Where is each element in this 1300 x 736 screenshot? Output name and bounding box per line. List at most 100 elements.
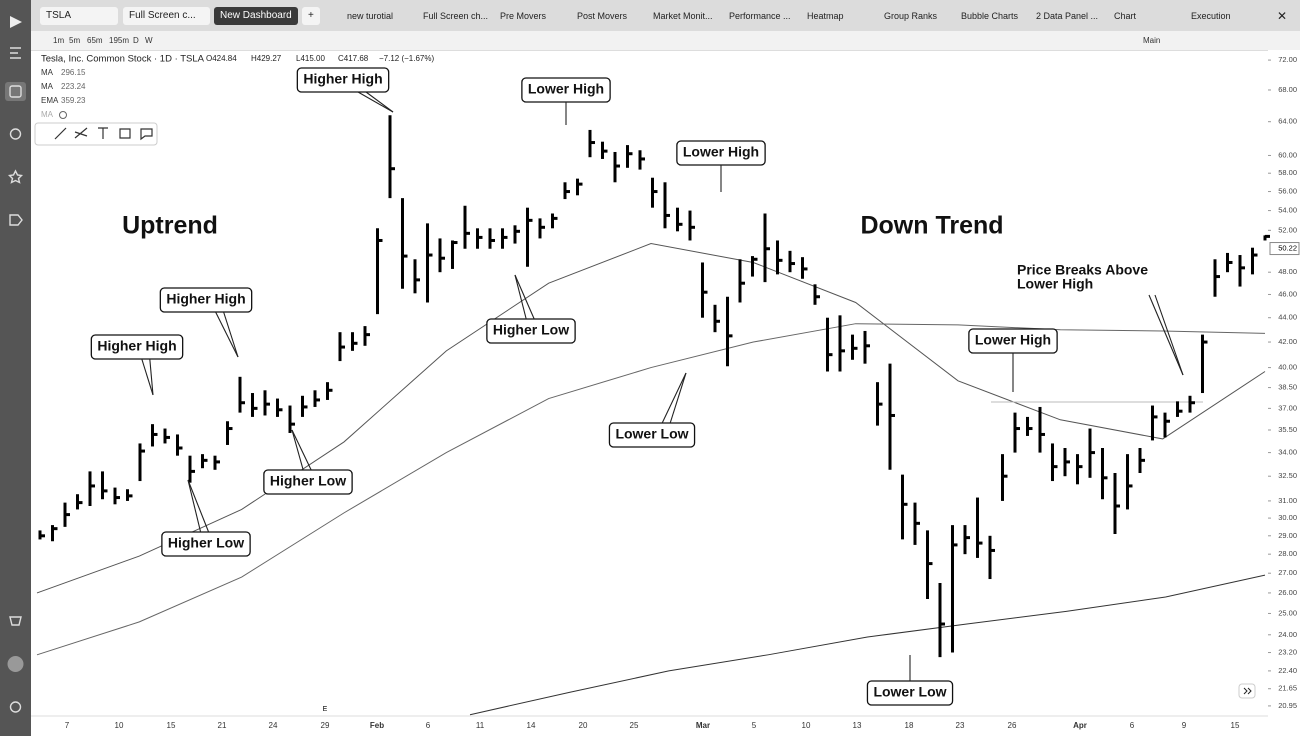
x-tick-label: 15: [167, 721, 176, 730]
callout-text: Price Breaks Above: [1017, 262, 1148, 278]
tab[interactable]: new turotial: [347, 11, 394, 21]
tab[interactable]: TSLA: [40, 7, 118, 25]
quote-value: −7.12 (−1.67%): [379, 54, 434, 63]
drawing-tool[interactable]: [140, 128, 153, 141]
callout-text: Lower High: [528, 81, 604, 97]
indicator-name: MA: [41, 82, 54, 91]
y-tick-label: 58.00: [1278, 168, 1297, 177]
tab[interactable]: Chart: [1114, 11, 1137, 21]
tab[interactable]: Full Screen ch...: [423, 11, 489, 21]
x-tick-label: 24: [269, 721, 278, 730]
chart-icon-active[interactable]: [5, 82, 26, 101]
y-tick-label: 30.00: [1278, 513, 1297, 522]
y-tick-label: 34.00: [1278, 448, 1297, 457]
indicator-value: 223.24: [61, 82, 86, 91]
close-button[interactable]: ✕: [1277, 9, 1288, 23]
layout-selector[interactable]: Main: [1143, 36, 1161, 45]
toolbar: 1m 5m 65m 195m D W Main: [31, 31, 1300, 51]
callout-arrow: [141, 358, 154, 396]
scroll-icon[interactable]: [1243, 687, 1252, 695]
tab[interactable]: New Dashboard: [214, 7, 298, 25]
tab[interactable]: Group Ranks: [884, 11, 938, 21]
tab[interactable]: Bubble Charts: [961, 11, 1019, 21]
timeframe-button[interactable]: 5m: [69, 36, 81, 45]
callout-box: [90, 334, 184, 360]
scanner-icon[interactable]: [9, 128, 22, 140]
callout-text: Lower High: [683, 144, 759, 160]
callout: Higher Low: [161, 531, 251, 557]
x-tick-label: 7: [65, 721, 70, 730]
x-tick-label: Apr: [1073, 721, 1087, 730]
quote-value: C417.68: [338, 54, 369, 63]
drawing-tool[interactable]: [54, 127, 67, 140]
callout-box: [161, 531, 251, 557]
tab[interactable]: Performance ...: [729, 11, 791, 21]
help-icon[interactable]: [9, 701, 22, 713]
y-tick-label: 72.00: [1278, 55, 1297, 64]
callout-arrow: [223, 311, 239, 358]
callout-text: Higher Low: [168, 535, 244, 551]
timeframe-button[interactable]: 1m: [53, 36, 65, 45]
indicator-value: 359.23: [61, 96, 86, 105]
x-tick-label: 25: [630, 721, 639, 730]
tab-bar: TSLA Full Screen c... New Dashboard new tur…: [31, 0, 1300, 31]
y-tick-label: 25.00: [1278, 608, 1297, 617]
trade-icon[interactable]: [9, 214, 23, 226]
drawing-toolbar: [34, 122, 158, 146]
drawing-tool[interactable]: [74, 127, 88, 139]
watchlist-icon[interactable]: [7, 169, 24, 184]
x-tick-label: Feb: [370, 721, 384, 730]
y-tick-label: 20.95: [1278, 701, 1297, 710]
callout-box: [296, 67, 390, 93]
y-tick-label: 32.50: [1278, 471, 1297, 480]
callout: Higher Low: [263, 469, 353, 495]
callout-text: Lower Low: [615, 426, 688, 442]
y-tick-label: 29.00: [1278, 531, 1297, 540]
x-tick-label: 9: [1182, 721, 1187, 730]
menu-icon[interactable]: [10, 47, 21, 59]
y-tick-label: 35.50: [1278, 425, 1297, 434]
tab[interactable]: Heatmap: [807, 11, 844, 21]
timeframe-button[interactable]: W: [145, 36, 153, 45]
drawing-tool[interactable]: [119, 128, 131, 139]
avatar[interactable]: [7, 656, 24, 672]
tab[interactable]: Execution: [1191, 11, 1231, 21]
indicator-name: MA: [41, 110, 54, 119]
x-tick-label: 14: [527, 721, 536, 730]
tab[interactable]: Post Movers: [577, 11, 628, 21]
y-tick-label: 38.50: [1278, 383, 1297, 392]
y-tick-label: 42.00: [1278, 337, 1297, 346]
y-tick-label: 68.00: [1278, 85, 1297, 94]
callout-arrow: [514, 274, 527, 320]
tab[interactable]: 2 Data Panel ...: [1036, 11, 1099, 21]
timeframe-button[interactable]: 195m: [109, 36, 130, 45]
timeframe-button[interactable]: 65m: [87, 36, 103, 45]
x-tick-label: 10: [115, 721, 124, 730]
tab[interactable]: Full Screen c...: [123, 7, 210, 25]
chart-icon[interactable]: [9, 85, 22, 98]
drawing-tool[interactable]: [98, 127, 108, 139]
new-tab-button[interactable]: +: [302, 7, 320, 25]
x-tick-label: 23: [956, 721, 965, 730]
callout-text: Higher High: [166, 291, 245, 307]
callout: Higher Low: [486, 318, 576, 344]
tab[interactable]: Pre Movers: [500, 11, 547, 21]
visibility-icon: [59, 111, 67, 119]
callout-arrow: [215, 311, 239, 358]
x-tick-label: 26: [1008, 721, 1017, 730]
chart-title: Tesla, Inc. Common Stock · 1D · TSLA: [41, 54, 205, 65]
y-tick-label: 23.20: [1278, 648, 1297, 657]
x-tick-label: 20: [579, 721, 588, 730]
news-icon[interactable]: [9, 616, 22, 626]
indicator-name: MA: [41, 68, 54, 77]
chart: 72.00 68.00 64.00 60.00 58.00 56.00 54.00 52.00…: [31, 50, 1300, 736]
x-tick-label: 6: [1130, 721, 1135, 730]
callout-arrow: [514, 274, 535, 320]
quote-value: O424.84: [206, 54, 237, 63]
tab[interactable]: Market Monit...: [653, 11, 713, 21]
timeframe-button[interactable]: D: [133, 36, 139, 45]
x-tick-label: 11: [476, 721, 485, 730]
x-tick-label: 5: [752, 721, 757, 730]
